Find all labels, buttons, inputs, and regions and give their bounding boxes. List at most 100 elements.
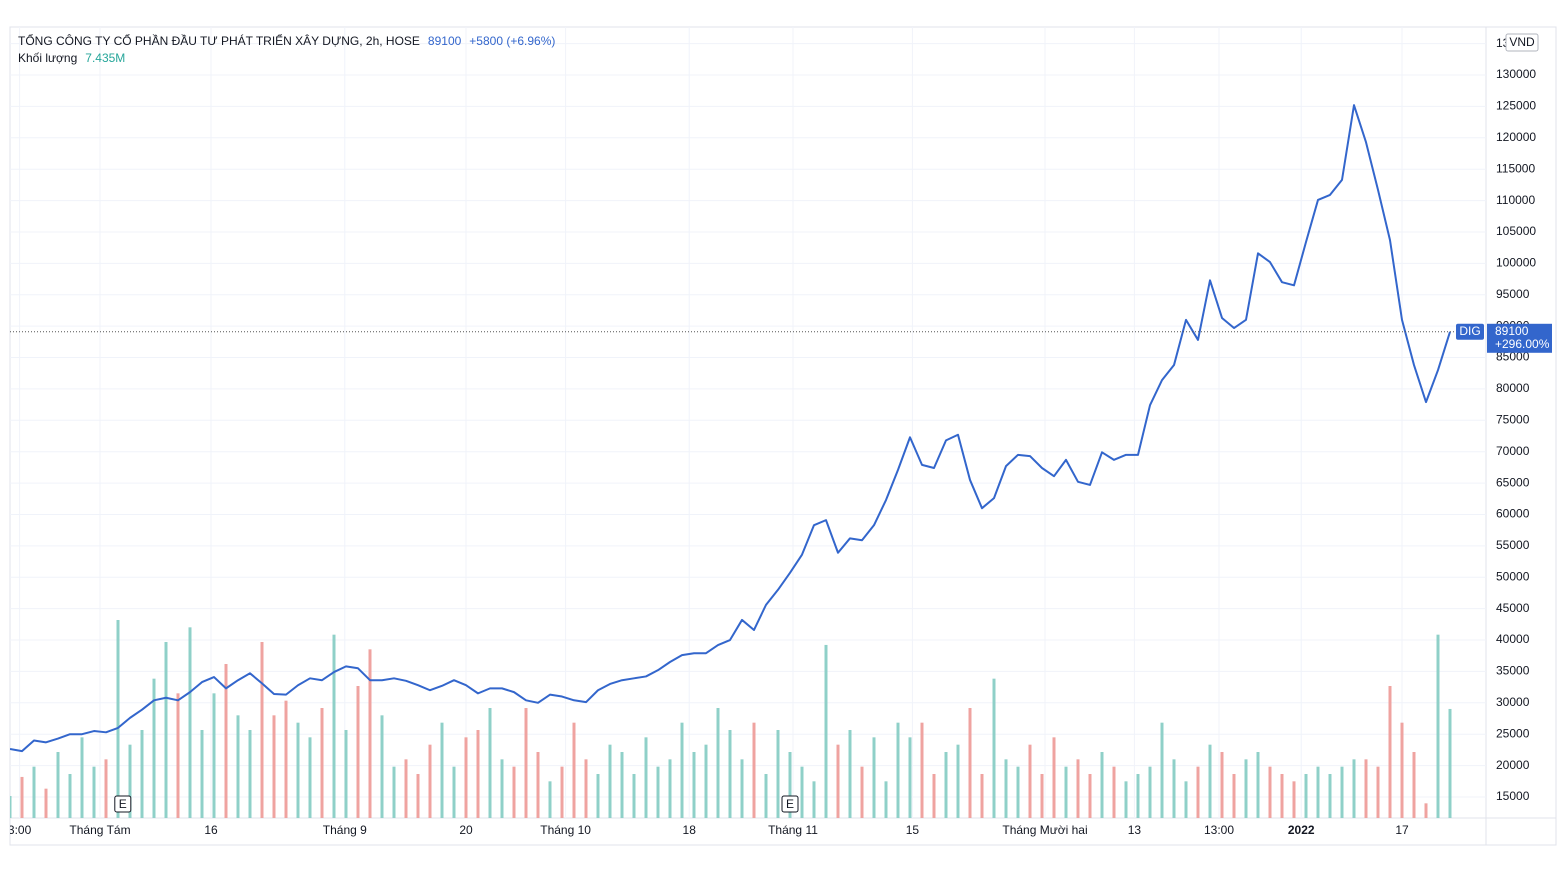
volume-bar	[200, 730, 204, 818]
volume-bar	[320, 708, 324, 818]
y-tick-label: 95000	[1496, 287, 1530, 301]
volume-bar	[1220, 752, 1224, 818]
volume-bar	[80, 737, 84, 818]
volume-bar	[512, 766, 516, 818]
volume-bar	[1364, 759, 1368, 818]
volume-bar	[104, 759, 108, 818]
x-tick-label: Tháng Mười hai	[1002, 823, 1087, 837]
volume-bar	[1280, 774, 1284, 818]
volume-bar	[836, 744, 840, 818]
y-tick-label: 130000	[1496, 67, 1536, 81]
frame	[9, 26, 1557, 846]
price-tag	[1487, 323, 1552, 353]
volume-bar	[1244, 759, 1248, 818]
volume-bar	[728, 730, 732, 818]
volume-bar	[1196, 766, 1200, 818]
x-tick-label: 13	[1128, 823, 1142, 837]
x-tick-label: Tháng 9	[323, 823, 367, 837]
x-tick-label: 18	[683, 823, 697, 837]
volume-bar	[1112, 766, 1116, 818]
volume	[10, 620, 1452, 818]
volume-bar	[10, 796, 12, 818]
volume-bar	[704, 744, 708, 818]
volume-bar	[1292, 781, 1296, 818]
volume-bar	[1256, 752, 1260, 818]
volume-bar	[560, 766, 564, 818]
volume-bar	[332, 634, 336, 818]
volume-bar	[920, 722, 924, 818]
volume-bar	[1076, 759, 1080, 818]
volume-bar	[1100, 752, 1104, 818]
event-label: E	[786, 797, 794, 811]
volume-bar	[416, 774, 420, 818]
currency-label: VND	[1509, 35, 1535, 49]
volume-bar	[176, 693, 180, 818]
volume-bar	[656, 766, 660, 818]
change: +5800 (+6.96%)	[469, 34, 555, 48]
volume-bar	[236, 715, 240, 818]
y-tick-label: 100000	[1496, 256, 1536, 270]
volume-bar	[1208, 744, 1212, 818]
volume-bar	[620, 752, 624, 818]
volume-bar	[992, 678, 996, 818]
volume-bar	[56, 752, 60, 818]
volume-bar	[1232, 774, 1236, 818]
x-tick-label: 3:00	[8, 823, 32, 837]
volume-bar	[524, 708, 528, 818]
volume-bar	[296, 722, 300, 818]
event-label: E	[119, 797, 127, 811]
y-tick-label: 45000	[1496, 601, 1530, 615]
volume-bar	[536, 752, 540, 818]
symbol-tag	[1456, 323, 1484, 340]
volume-bar	[248, 730, 252, 818]
volume-bar	[608, 744, 612, 818]
x-tick-label: 13:00	[1204, 823, 1234, 837]
volume-bar	[32, 766, 36, 818]
y-tick-label: 115000	[1496, 161, 1535, 175]
y-tick-label: 40000	[1496, 632, 1530, 646]
volume-bar	[428, 744, 432, 818]
y-tick-label: 50000	[1496, 569, 1530, 583]
volume-bar	[980, 774, 984, 818]
volume-bar	[1268, 766, 1272, 818]
volume-bar	[272, 715, 276, 818]
price-tag-value: 89100	[1495, 324, 1529, 338]
volume-bar	[140, 730, 144, 818]
y-tick-label: 105000	[1496, 224, 1536, 238]
y-tick-label: 70000	[1496, 444, 1530, 458]
volume-bar	[692, 752, 696, 818]
volume-bar	[440, 722, 444, 818]
volume-bar	[356, 686, 360, 818]
volume-bar	[404, 759, 408, 818]
chart-title: TỔNG CÔNG TY CỔ PHẦN ĐẦU TƯ PHÁT TRIỂN X…	[18, 33, 420, 48]
volume-bar	[872, 737, 876, 818]
x-tick-label: 2022	[1288, 823, 1315, 837]
event-marker	[114, 795, 132, 813]
volume-bar	[1148, 766, 1152, 818]
symbol-tag-label: DIG	[1459, 324, 1480, 338]
volume-bar	[500, 759, 504, 818]
volume-bar	[1124, 781, 1128, 818]
volume-bar	[572, 722, 576, 818]
volume-bar	[188, 627, 192, 818]
volume-bar	[284, 700, 288, 818]
volume-bar	[380, 715, 384, 818]
volume-bar	[20, 776, 24, 818]
x-tick-label: 17	[1395, 823, 1409, 837]
volume-bar	[1184, 781, 1188, 818]
volume-bar	[860, 766, 864, 818]
volume-bar	[1040, 774, 1044, 818]
y-tick-label: 30000	[1496, 695, 1530, 709]
volume-bar	[1340, 766, 1344, 818]
x-axis: 3:00 Tháng Tám 16 Tháng 9 20 Tháng 10 18 Tháng …	[8, 823, 1409, 837]
x-tick-label: 16	[204, 823, 218, 837]
volume-bar	[1136, 774, 1140, 818]
volume-bar	[1436, 634, 1440, 818]
volume-bar	[1304, 774, 1308, 818]
y-tick-label: 35000	[1496, 664, 1530, 678]
volume-bar	[1016, 766, 1020, 818]
price-line	[10, 104, 1451, 753]
volume-bar	[800, 766, 804, 818]
volume-bar	[884, 781, 888, 818]
